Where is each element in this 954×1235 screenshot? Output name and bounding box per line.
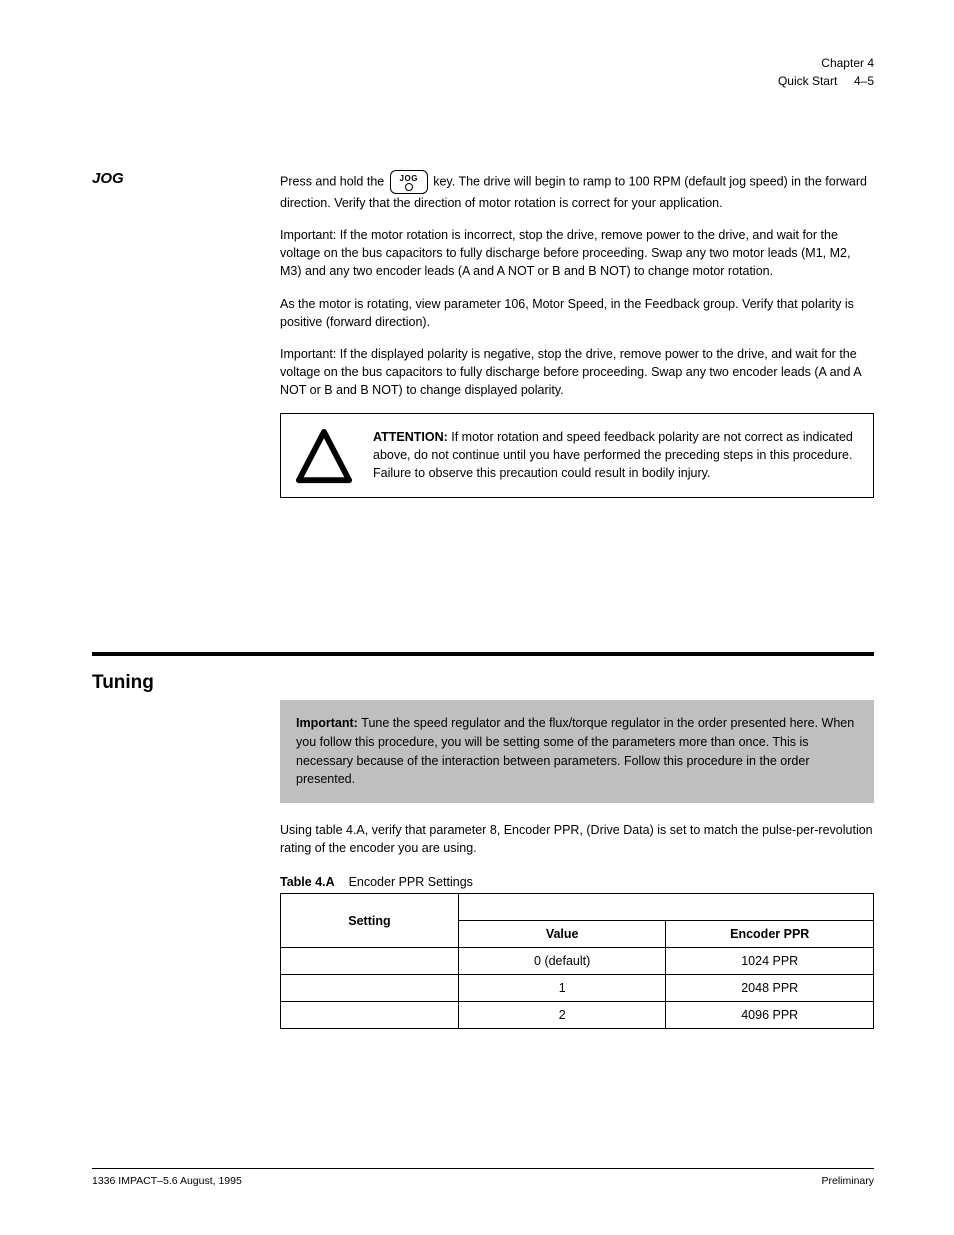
cell-ppr: 2048 PPR <box>666 975 874 1002</box>
encoder-table: Setting Value Encoder PPR 0 (default) 10… <box>280 893 874 1029</box>
jog-heading: JOG <box>92 170 124 187</box>
cell-value: 0 (default) <box>458 948 666 975</box>
jog-body: Press and hold the JOG key. The drive wi… <box>280 170 874 498</box>
attention-head: ATTENTION: <box>373 430 451 444</box>
jog-para1-before: Press and hold the <box>280 174 388 188</box>
col-setting: Setting <box>281 894 459 948</box>
encoder-line: Using table 4.A, verify that parameter 8… <box>280 821 874 857</box>
col-ppr: Encoder PPR <box>666 921 874 948</box>
tuning-heading-row: Tuning <box>92 672 874 694</box>
footer-right: Preliminary <box>821 1175 874 1187</box>
jog-para3: As the motor is rotating, view parameter… <box>280 295 874 331</box>
cell-value: 1 <box>458 975 666 1002</box>
cell-blank <box>281 1002 459 1029</box>
table-caption: Table 4.A Encoder PPR Settings <box>280 875 874 889</box>
cell-blank <box>281 975 459 1002</box>
important-box: Important: Tune the speed regulator and … <box>280 700 874 803</box>
section-divider <box>92 652 874 656</box>
col-value: Value <box>458 921 666 948</box>
footer-left: 1336 IMPACT–5.6 August, 1995 <box>92 1175 242 1187</box>
table-row: 0 (default) 1024 PPR <box>281 948 874 975</box>
cell-value: 2 <box>458 1002 666 1029</box>
page: Chapter 4 Quick Start 4–5 JOG Press and … <box>0 0 954 1235</box>
table-number: Table 4.A <box>280 875 335 889</box>
page-header: Chapter 4 Quick Start 4–5 <box>778 55 874 89</box>
jog-para1: Press and hold the JOG key. The drive wi… <box>280 170 874 212</box>
tuning-heading: Tuning <box>92 672 154 694</box>
chapter-label: Chapter 4 <box>778 55 874 71</box>
table-title: Encoder PPR Settings <box>349 875 473 889</box>
page-ref: 4–5 <box>854 74 874 88</box>
important-head: Important: <box>296 716 361 730</box>
jog-para4: Important: If the displayed polarity is … <box>280 345 874 399</box>
tuning-body: Important: Tune the speed regulator and … <box>280 700 874 1029</box>
attention-text: ATTENTION: If motor rotation and speed f… <box>373 428 855 482</box>
section-and-pageref: Quick Start 4–5 <box>778 73 874 89</box>
cell-ppr: 4096 PPR <box>666 1002 874 1029</box>
warning-triangle-icon <box>295 428 353 486</box>
table-header-row-1: Setting <box>281 894 874 921</box>
important-body: Tune the speed regulator and the flux/to… <box>296 716 854 786</box>
cell-blank <box>281 948 459 975</box>
jog-para2: Important: If the motor rotation is inco… <box>280 226 874 280</box>
col-group-blank <box>458 894 873 921</box>
section-label: Quick Start <box>778 74 837 88</box>
cell-ppr: 1024 PPR <box>666 948 874 975</box>
table-row: 2 4096 PPR <box>281 1002 874 1029</box>
jog-key-icon: JOG <box>390 170 428 194</box>
table-row: 1 2048 PPR <box>281 975 874 1002</box>
page-footer: 1336 IMPACT–5.6 August, 1995 Preliminary <box>92 1168 874 1187</box>
attention-box: ATTENTION: If motor rotation and speed f… <box>280 413 874 497</box>
